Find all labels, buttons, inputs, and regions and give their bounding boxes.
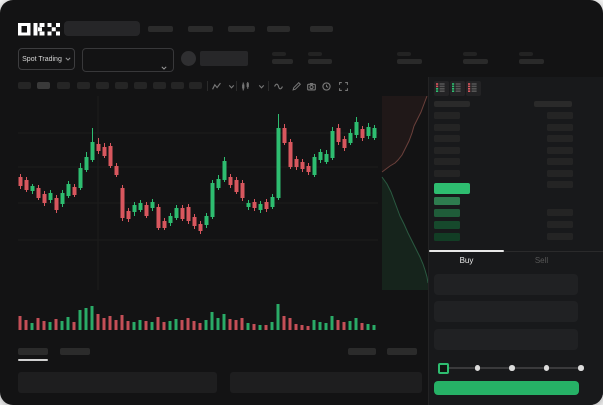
toolbar-separator bbox=[207, 81, 208, 91]
orderbook-header-skeleton bbox=[534, 101, 572, 107]
bottom-tab-skeleton[interactable] bbox=[60, 348, 90, 355]
okx-logo[interactable] bbox=[18, 23, 60, 36]
ask-row-size-skeleton bbox=[547, 124, 573, 131]
timeframe-pill[interactable] bbox=[134, 82, 147, 89]
bid-row-price-skeleton[interactable] bbox=[434, 233, 460, 241]
price-input[interactable] bbox=[434, 274, 578, 295]
last-price-highlight[interactable] bbox=[434, 183, 470, 194]
ask-row-price-skeleton[interactable] bbox=[434, 158, 460, 165]
timeframe-pill[interactable] bbox=[115, 82, 128, 89]
bid-row-price-skeleton[interactable] bbox=[434, 197, 460, 205]
stat-label-skeleton bbox=[308, 52, 322, 56]
bottom-action-skeleton[interactable] bbox=[387, 348, 417, 355]
candlestick-chart[interactable] bbox=[18, 96, 378, 290]
timeframe-pill[interactable] bbox=[77, 82, 90, 89]
bid-row-price-skeleton[interactable] bbox=[434, 221, 460, 229]
depth-chart bbox=[381, 96, 428, 290]
timeframe-pill[interactable] bbox=[37, 82, 50, 89]
book-buys-icon[interactable] bbox=[450, 81, 465, 96]
stat-label-skeleton bbox=[519, 52, 533, 56]
toolbar-separator bbox=[268, 81, 269, 91]
timeframe-pill[interactable] bbox=[153, 82, 166, 89]
order-panel: Buy Sell bbox=[428, 77, 603, 405]
search-input[interactable] bbox=[64, 21, 140, 36]
book-sells-icon[interactable] bbox=[466, 81, 481, 96]
stat-label-skeleton bbox=[272, 52, 286, 56]
caret-down-icon bbox=[65, 57, 71, 61]
indicator-icon[interactable] bbox=[212, 82, 222, 91]
caret-down-icon[interactable] bbox=[227, 82, 237, 91]
ask-row-price-skeleton[interactable] bbox=[434, 135, 460, 142]
timeframe-pill[interactable] bbox=[18, 82, 31, 89]
ask-row-size-skeleton bbox=[547, 170, 573, 177]
stat-value-skeleton bbox=[463, 59, 488, 64]
market-type-label: Spot Trading bbox=[22, 55, 62, 63]
ask-row-size-skeleton bbox=[547, 181, 573, 188]
bid-row-price-skeleton[interactable] bbox=[434, 209, 460, 217]
ask-row-price-skeleton[interactable] bbox=[434, 124, 460, 131]
amount-slider[interactable] bbox=[434, 360, 584, 376]
amount-input[interactable] bbox=[434, 301, 578, 322]
bid-row-size-skeleton bbox=[547, 233, 573, 240]
ask-row-size-skeleton bbox=[547, 147, 573, 154]
candle-style-icon[interactable] bbox=[241, 82, 251, 91]
ask-row-size-skeleton bbox=[547, 135, 573, 142]
bid-row-size-skeleton bbox=[547, 209, 573, 216]
ask-row-price-skeleton[interactable] bbox=[434, 170, 460, 177]
nav-item-skeleton[interactable] bbox=[228, 26, 255, 32]
tab-buy[interactable]: Buy bbox=[459, 256, 474, 265]
buy-submit-button[interactable] bbox=[434, 381, 579, 395]
timer-icon[interactable] bbox=[322, 82, 332, 91]
tab-sell[interactable]: Sell bbox=[534, 256, 549, 265]
slider-handle[interactable] bbox=[437, 363, 449, 374]
orderbook-header-skeleton bbox=[434, 101, 470, 107]
pair-selector-dropdown[interactable] bbox=[82, 48, 174, 72]
camera-icon[interactable] bbox=[307, 82, 317, 91]
nav-item-skeleton[interactable] bbox=[310, 26, 333, 32]
total-input[interactable] bbox=[434, 329, 578, 350]
stat-value-skeleton bbox=[308, 59, 332, 64]
line-style-icon[interactable] bbox=[274, 82, 284, 91]
nav-item-skeleton[interactable] bbox=[188, 26, 213, 32]
bottom-panel-skeleton bbox=[18, 372, 217, 393]
slider-step-dot[interactable] bbox=[509, 365, 515, 371]
trade-tabs-divider bbox=[429, 251, 603, 252]
stat-value-skeleton bbox=[272, 59, 293, 64]
bottom-action-skeleton[interactable] bbox=[348, 348, 376, 355]
timeframe-pill[interactable] bbox=[189, 82, 202, 89]
market-type-dropdown[interactable]: Spot Trading bbox=[18, 48, 75, 70]
stat-value-skeleton bbox=[397, 59, 422, 64]
stat-value-skeleton bbox=[519, 59, 544, 64]
ask-row-size-skeleton bbox=[547, 158, 573, 165]
bottom-tab-skeleton[interactable] bbox=[18, 348, 48, 355]
slider-step-dot[interactable] bbox=[543, 365, 550, 371]
volume-bars bbox=[18, 304, 376, 330]
pair-price-skeleton bbox=[200, 51, 248, 66]
book-split-icon[interactable] bbox=[434, 81, 449, 96]
timeframe-pill[interactable] bbox=[96, 82, 109, 89]
nav-item-skeleton[interactable] bbox=[148, 26, 173, 32]
slider-step-dot[interactable] bbox=[578, 365, 584, 371]
timeframe-pill[interactable] bbox=[171, 82, 184, 89]
slider-step-dot[interactable] bbox=[474, 365, 481, 371]
nav-item-skeleton[interactable] bbox=[267, 26, 290, 32]
bid-row-size-skeleton bbox=[547, 221, 573, 228]
active-bottom-tab-underline bbox=[18, 359, 48, 361]
slider-track bbox=[438, 367, 579, 369]
stat-label-skeleton bbox=[463, 52, 477, 56]
timeframe-pill[interactable] bbox=[57, 82, 70, 89]
coin-icon bbox=[181, 51, 196, 66]
ask-row-price-skeleton[interactable] bbox=[434, 112, 460, 119]
ask-row-price-skeleton[interactable] bbox=[434, 147, 460, 154]
caret-down-icon bbox=[161, 57, 167, 75]
draw-icon[interactable] bbox=[292, 81, 302, 91]
bottom-panel-skeleton bbox=[230, 372, 422, 393]
toolbar-separator bbox=[236, 81, 237, 91]
active-tab-indicator bbox=[429, 250, 504, 252]
stat-label-skeleton bbox=[397, 52, 411, 56]
caret-down-icon[interactable] bbox=[257, 82, 267, 91]
ask-row-size-skeleton bbox=[547, 112, 573, 119]
fullscreen-icon[interactable] bbox=[339, 82, 349, 91]
